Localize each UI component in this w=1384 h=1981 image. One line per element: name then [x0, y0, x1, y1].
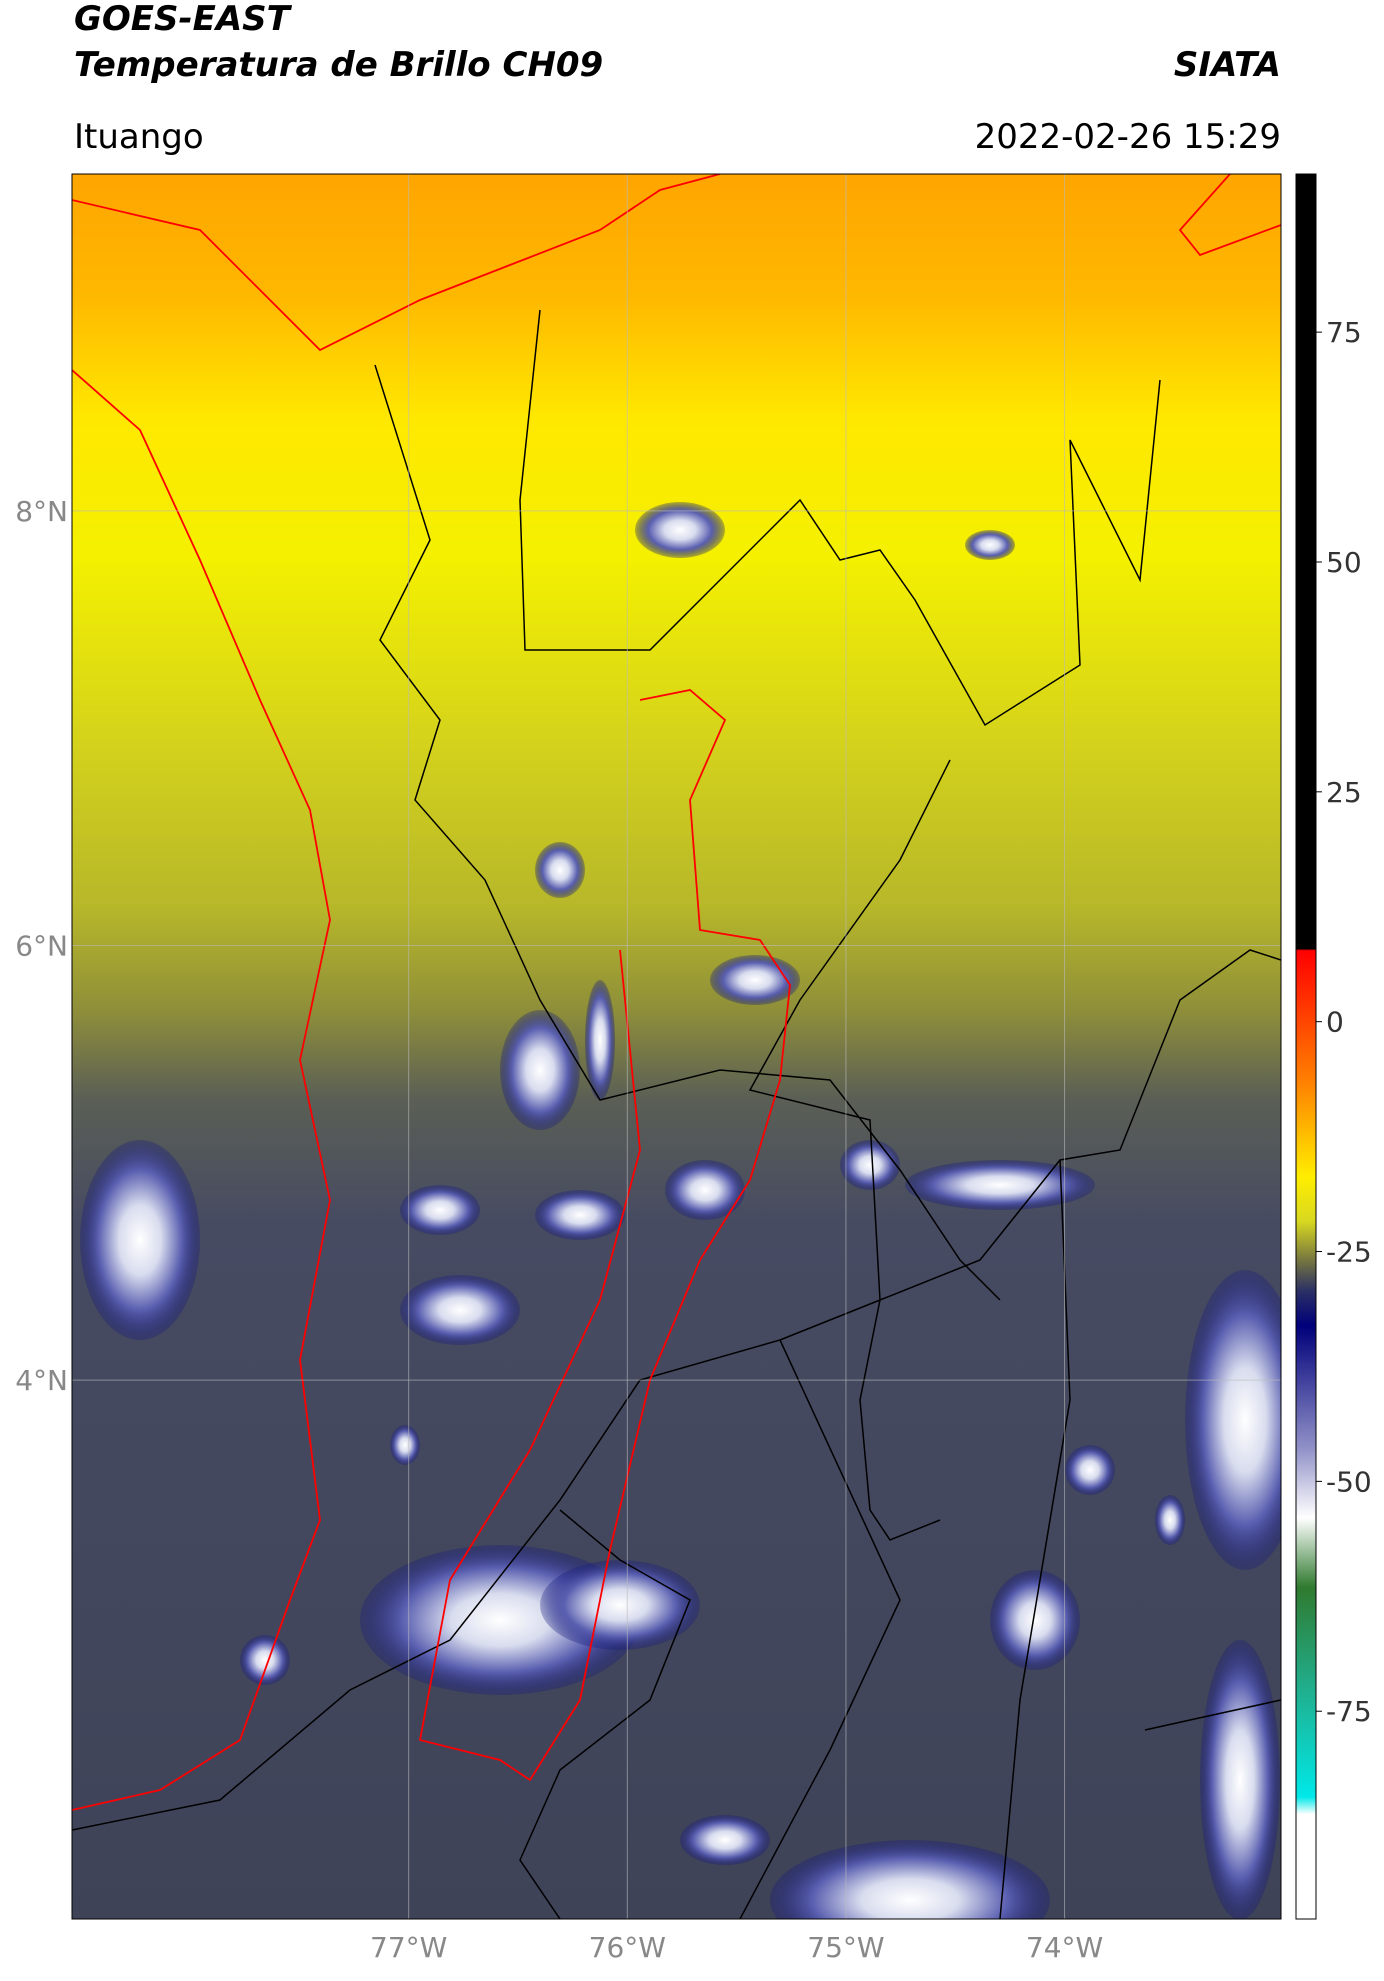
coastline	[1178, 174, 1281, 257]
location: Ituango	[74, 117, 204, 157]
border	[1144, 1699, 1281, 1731]
lon-label: 77°W	[370, 1931, 447, 1964]
lat-label: 4°N	[15, 1364, 68, 1397]
cloud	[535, 1190, 625, 1240]
cloud	[1200, 1640, 1280, 1919]
coastline	[72, 174, 721, 352]
colorbar-tick-label: 50	[1326, 546, 1362, 579]
cloud	[535, 842, 585, 898]
border	[748, 759, 951, 1541]
cloud	[635, 502, 725, 558]
cloud	[680, 1815, 770, 1865]
lon-label: 74°W	[1026, 1931, 1103, 1964]
colorbar	[1295, 173, 1317, 1920]
colorbar-tick-label: -25	[1326, 1236, 1372, 1269]
cloud	[840, 1140, 900, 1190]
colorbar-tick-label: -50	[1326, 1465, 1372, 1498]
cloud	[585, 980, 615, 1100]
colorbar-tick-label: 75	[1326, 316, 1362, 349]
borders	[72, 309, 1281, 1919]
cloud	[80, 1140, 200, 1340]
graticule	[72, 174, 1281, 1919]
datetime: 2022-02-26 15:29	[975, 117, 1281, 157]
map-frame	[71, 173, 1282, 1920]
lat-label: 8°N	[15, 495, 68, 528]
lon-label: 75°W	[807, 1931, 884, 1964]
labels: 77°W 76°W 75°W 74°W 8°N 6°N 4°N 75 50 25 0 -25 -50 -7…	[15, 316, 1372, 1964]
cloud	[400, 1275, 520, 1345]
border	[519, 309, 1161, 727]
coastline	[72, 369, 331, 1811]
colorbar-tick-label: -75	[1326, 1695, 1372, 1728]
cloud	[400, 1185, 480, 1235]
cloud	[1155, 1495, 1185, 1545]
cloud	[965, 530, 1015, 560]
cloud	[390, 1425, 420, 1465]
source: SIATA	[1174, 45, 1281, 85]
border	[739, 1339, 901, 1919]
lon-label: 76°W	[589, 1931, 666, 1964]
clouds	[80, 502, 1281, 1919]
cloud	[240, 1635, 290, 1685]
border	[374, 364, 1001, 1301]
cloud	[905, 1160, 1095, 1210]
cloud	[1065, 1445, 1115, 1495]
colorbar-tick-label: 25	[1326, 776, 1362, 809]
cloud	[500, 1010, 580, 1130]
cloud	[665, 1160, 745, 1220]
subtitle: Temperatura de Brillo CH09	[74, 45, 603, 85]
cloud	[990, 1570, 1080, 1670]
lat-label: 6°N	[15, 929, 68, 962]
title: GOES-EAST	[74, 0, 293, 39]
cloud	[1185, 1270, 1281, 1570]
colorbar-tick-label: 0	[1326, 1006, 1344, 1039]
cloud	[770, 1840, 1050, 1919]
map	[72, 174, 1281, 1919]
border	[72, 949, 1281, 1831]
border	[519, 1509, 691, 1919]
